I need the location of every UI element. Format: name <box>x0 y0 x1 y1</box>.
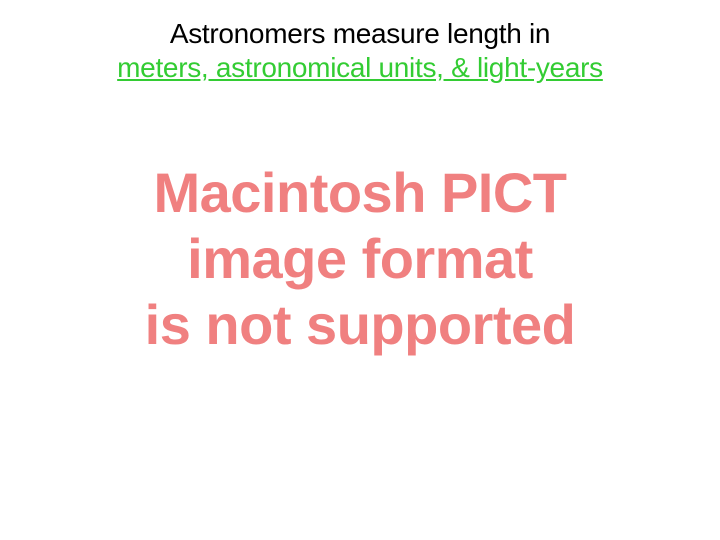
pict-error-line-2: image format <box>0 226 720 292</box>
slide-title: Astronomers measure length in <box>0 18 720 50</box>
pict-error-line-1: Macintosh PICT <box>0 160 720 226</box>
slide-subtitle: meters, astronomical units, & light-year… <box>0 52 720 84</box>
pict-error-line-3: is not supported <box>0 292 720 358</box>
slide: Astronomers measure length in meters, as… <box>0 0 720 540</box>
pict-error-block: Macintosh PICT image format is not suppo… <box>0 160 720 358</box>
